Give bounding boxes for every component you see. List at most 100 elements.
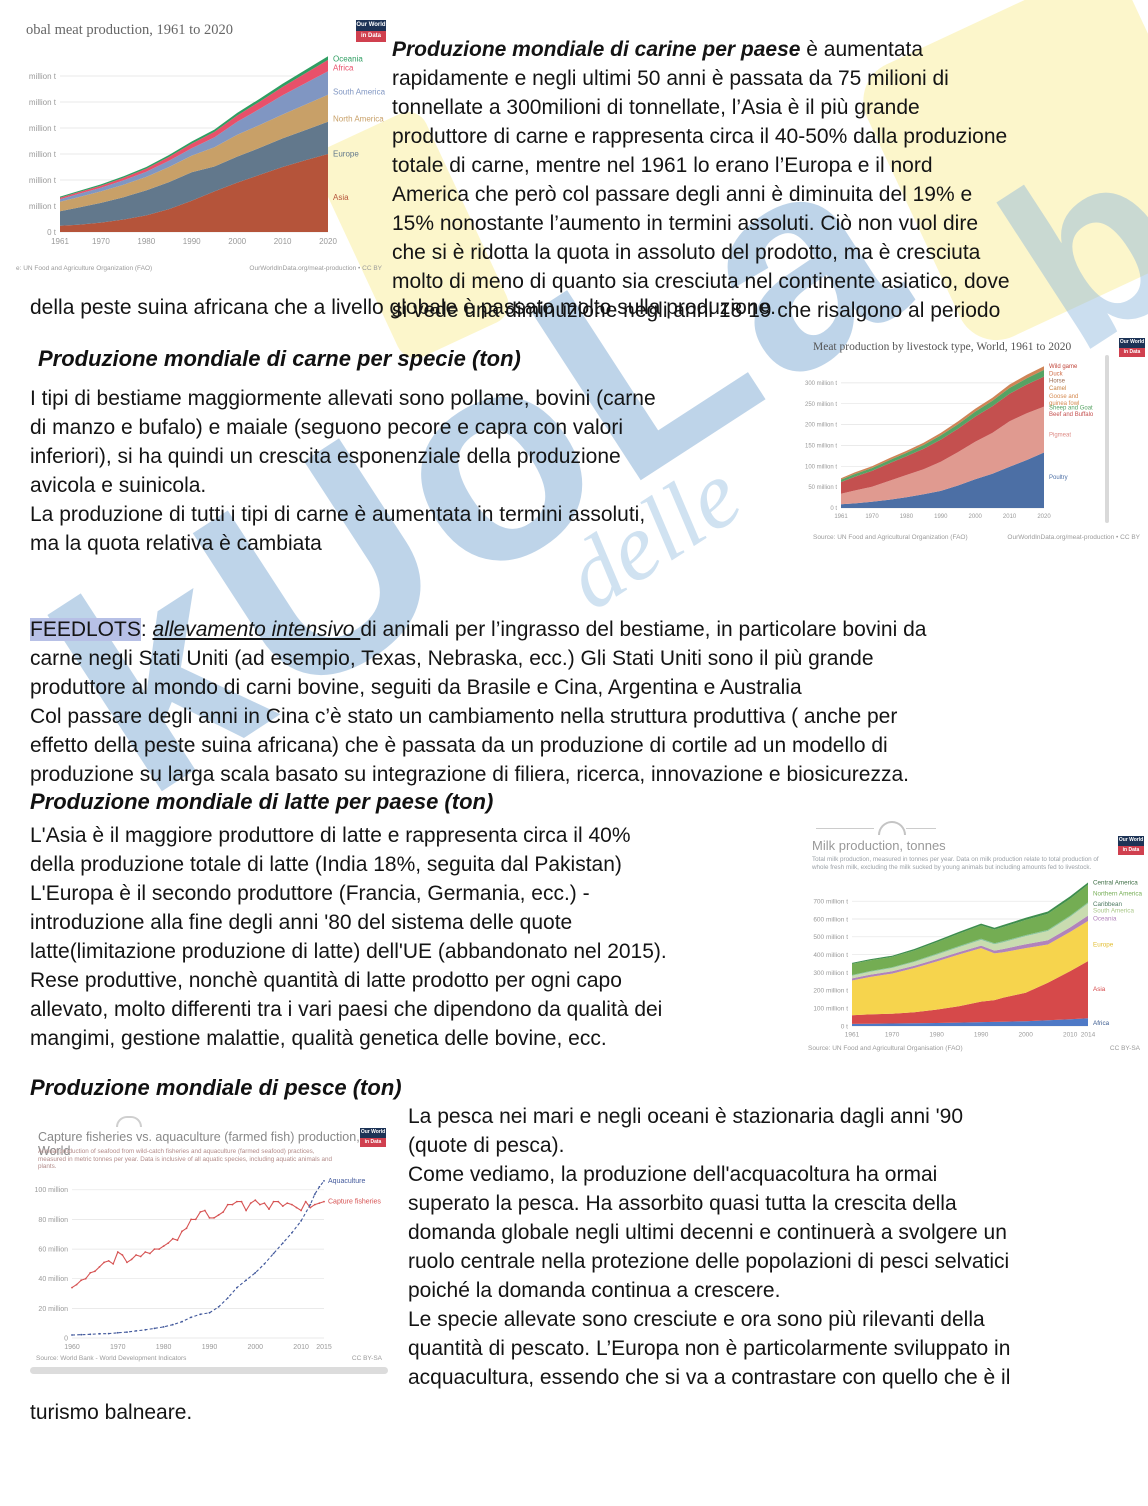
svg-text:1990: 1990 (202, 1344, 218, 1351)
svg-text:1990: 1990 (183, 237, 201, 246)
svg-text:20 million: 20 million (38, 1306, 68, 1313)
svg-text:1961: 1961 (834, 514, 848, 520)
svg-text:300 million t: 300 million t (805, 381, 837, 387)
paragraph-meat-species: I tipi di bestiame maggiormente allevati… (30, 387, 656, 555)
paragraph-milk: L'Asia è il maggiore produttore di latte… (30, 824, 667, 1050)
svg-text:million t: million t (29, 98, 57, 107)
svg-text:Camel: Camel (1049, 386, 1066, 392)
svg-text:1990: 1990 (934, 514, 948, 520)
svg-text:Central America: Central America (1093, 879, 1138, 886)
scrollbar-vertical[interactable] (1105, 355, 1109, 523)
paragraph-feedlots: FEEDLOTS: allevamento intensivo di anima… (30, 618, 927, 786)
meat-by-livestock-plot: 0 t 50 million t 100 million t 150 million … (805, 364, 1094, 520)
svg-text:600 million t: 600 million t (813, 916, 848, 923)
paragraph-meat-country: Produzione mondiale di carine per paese … (392, 6, 1138, 325)
svg-text:300 million t: 300 million t (813, 970, 848, 977)
svg-text:200 million t: 200 million t (813, 988, 848, 995)
paragraph-fish-closing: turismo balneare. (30, 1401, 193, 1424)
svg-text:Pigmeat: Pigmeat (1049, 433, 1071, 439)
scrollbar-horizontal[interactable] (30, 1367, 388, 1374)
chart-title: Milk production, tonnes (812, 838, 946, 853)
svg-text:million t: million t (29, 150, 57, 159)
chart-title: Capture fisheries vs. aquaculture (farme… (38, 1130, 360, 1158)
svg-text:million t: million t (29, 72, 57, 81)
svg-text:Poultry: Poultry (1049, 475, 1068, 481)
svg-text:1980: 1980 (900, 514, 914, 520)
svg-text:500 million t: 500 million t (813, 934, 848, 941)
svg-text:0: 0 (64, 1335, 68, 1342)
heading-milk: Produzione mondiale di latte per paese (… (30, 789, 494, 814)
svg-text:1980: 1980 (156, 1344, 172, 1351)
svg-text:Wild game: Wild game (1049, 364, 1078, 370)
svg-text:Capture fisheries: Capture fisheries (328, 1199, 381, 1206)
svg-text:200 million t: 200 million t (805, 423, 837, 429)
chart-milk-production: Milk production, tonnes Our World in Dat… (800, 816, 1148, 1056)
svg-text:Beef and Buffalo: Beef and Buffalo (1049, 412, 1094, 418)
svg-text:Northern America: Northern America (1093, 890, 1142, 897)
chart-title: Meat production by livestock type, World… (813, 341, 1072, 353)
owid-logo: Our World in Data (360, 1128, 386, 1147)
chart-subtitle: Annual production of seafood from wild-c… (38, 1148, 333, 1171)
svg-text:Africa: Africa (1093, 1020, 1110, 1027)
svg-text:2014: 2014 (1081, 1032, 1096, 1039)
loading-spinner-icon (116, 1116, 142, 1127)
owid-logo: Our World in Data (356, 20, 386, 42)
svg-text:Duck: Duck (1049, 371, 1064, 377)
svg-text:million t: million t (29, 202, 57, 211)
svg-text:Europe: Europe (1093, 942, 1114, 949)
owid-logo: Our World in Data (1118, 836, 1144, 855)
svg-text:100 million t: 100 million t (813, 1005, 848, 1012)
svg-text:1970: 1970 (885, 1032, 900, 1039)
svg-text:2010: 2010 (1063, 1032, 1078, 1039)
global-meat-production-plot: 0 t million t million t million t million t m… (29, 55, 386, 246)
heading-meat-species: Produzione mondiale di carne per specie … (38, 346, 521, 371)
svg-text:South America: South America (1093, 907, 1134, 914)
svg-text:Oceania: Oceania (1093, 916, 1117, 923)
chart-subtitle: Total milk production, measured in tonne… (812, 856, 1099, 871)
svg-text:North America: North America (333, 115, 384, 124)
paragraph-lead: Produzione mondiale di carine per paese (392, 38, 801, 61)
svg-text:250 million t: 250 million t (805, 402, 837, 408)
svg-text:1980: 1980 (929, 1032, 944, 1039)
svg-text:Horse: Horse (1049, 379, 1066, 385)
svg-text:400 million t: 400 million t (813, 952, 848, 959)
loading-spinner-line (816, 828, 874, 829)
svg-text:60 million: 60 million (38, 1247, 68, 1254)
svg-text:80 million: 80 million (38, 1217, 68, 1224)
svg-text:1970: 1970 (865, 514, 879, 520)
svg-text:Asia: Asia (333, 193, 349, 202)
svg-text:1970: 1970 (110, 1344, 126, 1351)
chart-source: Source: World Bank - World Development I… (36, 1355, 382, 1362)
svg-text:1961: 1961 (845, 1032, 860, 1039)
svg-text:Oceania: Oceania (333, 55, 363, 64)
svg-text:2000: 2000 (228, 237, 246, 246)
paragraph-body: è aumentata rapidamente e negli ultimi 5… (392, 38, 1010, 322)
svg-text:1980: 1980 (137, 237, 155, 246)
chart-source: Source: UN Food and Agricultural Organis… (808, 1045, 1140, 1052)
svg-text:50 million t: 50 million t (808, 485, 837, 491)
svg-text:million t: million t (29, 176, 57, 185)
owid-logo: Our World in Data (1119, 338, 1145, 357)
svg-text:2000: 2000 (1018, 1032, 1033, 1039)
milk-production-plot: 0 t 100 million t 200 million t 300 million… (813, 879, 1142, 1039)
svg-text:1961: 1961 (51, 237, 69, 246)
feedlots-body: di animali per l’ingrasso del bestiame, … (30, 618, 927, 786)
svg-text:0 t: 0 t (841, 1023, 848, 1030)
svg-text:150 million t: 150 million t (805, 444, 837, 450)
svg-text:million t: million t (29, 124, 57, 133)
svg-text:2010: 2010 (293, 1344, 309, 1351)
svg-text:2020: 2020 (1037, 514, 1051, 520)
heading-fish: Produzione mondiale di pesce (ton) (30, 1075, 402, 1100)
chart-source: Source: UN Food and Agricultural Organiz… (813, 534, 1140, 541)
svg-text:2000: 2000 (248, 1344, 264, 1351)
svg-text:Aquaculture: Aquaculture (328, 1178, 365, 1185)
svg-text:2010: 2010 (1003, 514, 1017, 520)
svg-text:2010: 2010 (274, 237, 292, 246)
svg-text:100 million: 100 million (35, 1187, 69, 1194)
svg-text:2020: 2020 (319, 237, 337, 246)
svg-text:2000: 2000 (969, 514, 983, 520)
fisheries-aquaculture-plot: 0 20 million 40 million 60 million 80 millio… (35, 1178, 382, 1351)
chart-meat-by-livestock: Meat production by livestock type, World… (805, 333, 1148, 545)
svg-text:Asia: Asia (1093, 986, 1106, 993)
